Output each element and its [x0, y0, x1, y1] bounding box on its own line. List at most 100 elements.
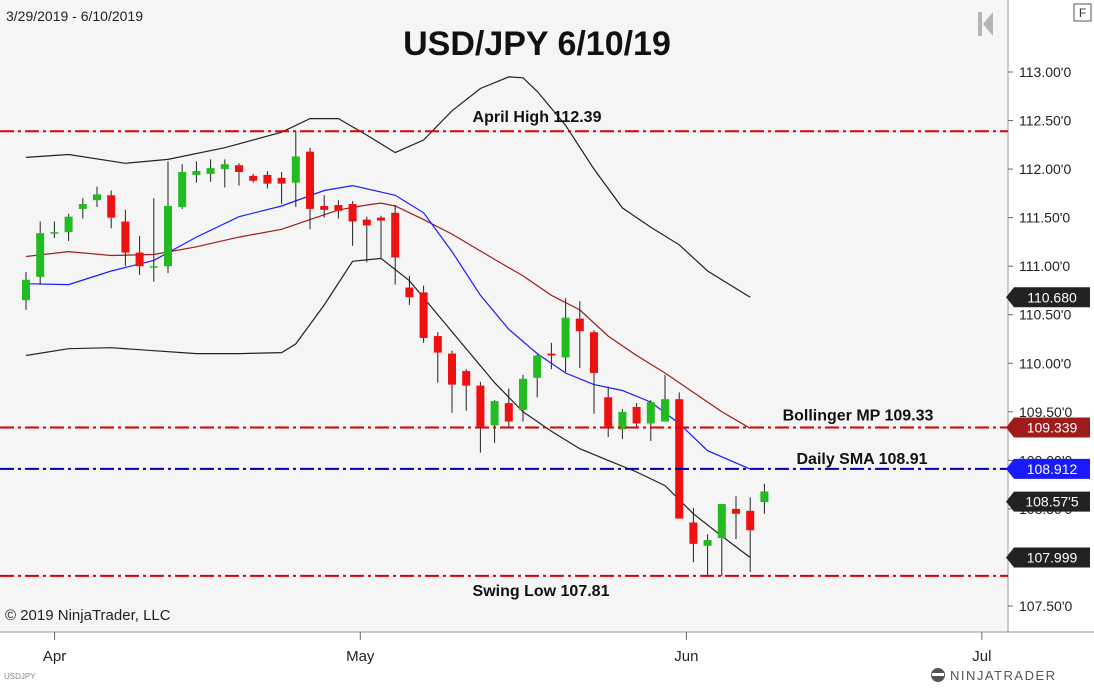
candle[interactable]: [717, 504, 726, 576]
candle[interactable]: [263, 171, 272, 189]
candle-body: [22, 279, 30, 301]
price-marker: 107.999: [1006, 547, 1090, 568]
candle[interactable]: [334, 200, 343, 219]
candle-body: [632, 406, 641, 424]
candle[interactable]: [306, 147, 314, 230]
candle[interactable]: [164, 161, 172, 273]
candle-body: [717, 504, 726, 539]
candle[interactable]: [235, 163, 243, 186]
daily-sma-label: Daily SMA 108.91: [796, 451, 927, 468]
candle-body: [78, 204, 87, 209]
price-marker: 108.912: [1006, 458, 1090, 479]
price-marker-box: [1006, 547, 1090, 568]
y-tick-label: 109.50'0: [1019, 404, 1072, 420]
candle[interactable]: [547, 342, 556, 370]
candle[interactable]: [689, 507, 698, 563]
candle[interactable]: [732, 496, 740, 540]
candle[interactable]: [64, 213, 73, 241]
candle-body: [462, 371, 471, 386]
candle[interactable]: [249, 173, 258, 183]
candle[interactable]: [746, 497, 755, 573]
candle-body: [164, 205, 172, 267]
candle[interactable]: [661, 374, 669, 422]
candle[interactable]: [36, 221, 45, 285]
candle[interactable]: [107, 190, 116, 229]
candle[interactable]: [93, 186, 101, 207]
price-marker-box: [1006, 491, 1090, 512]
candle-body: [93, 194, 101, 201]
candle[interactable]: [149, 198, 158, 282]
scroll-to-end-icon[interactable]: [978, 12, 993, 36]
candle[interactable]: [277, 172, 286, 205]
daily-sma-line[interactable]: Daily SMA 108.91: [0, 451, 1008, 470]
candle[interactable]: [476, 381, 485, 453]
price-marker: 108.57'5: [1006, 491, 1090, 512]
candle[interactable]: [348, 201, 357, 246]
candle[interactable]: [405, 275, 414, 306]
price-marker: 110.680: [1006, 287, 1090, 308]
candle-body: [263, 174, 272, 184]
candle[interactable]: [519, 374, 527, 422]
candle-body: [36, 233, 45, 277]
candle[interactable]: [362, 216, 371, 263]
candle[interactable]: [377, 215, 385, 259]
candle-body: [306, 151, 314, 209]
candle-body: [107, 195, 116, 218]
candle-body: [419, 292, 428, 339]
candle-body: [433, 336, 442, 353]
date-range: 3/29/2019 - 6/10/2019: [6, 8, 143, 24]
candle[interactable]: [391, 205, 400, 285]
candle[interactable]: [604, 386, 613, 438]
candle[interactable]: [419, 285, 428, 343]
y-tick-label: 111.50'0: [1019, 210, 1070, 226]
candle-body: [575, 318, 584, 332]
price-marker: 109.339: [1006, 417, 1090, 438]
candle[interactable]: [760, 483, 769, 514]
candle-body: [192, 171, 201, 175]
bollinger-mp-label: Bollinger MP 109.33: [783, 407, 934, 424]
plot-area[interactable]: [0, 0, 1008, 632]
logo-text: NINJATRADER: [950, 668, 1057, 683]
candle[interactable]: [618, 408, 627, 440]
candle[interactable]: [50, 221, 59, 239]
candle[interactable]: [632, 403, 641, 428]
y-tick-label: 110.50'0: [1019, 307, 1071, 323]
candle[interactable]: [646, 400, 655, 441]
candle[interactable]: [490, 400, 499, 443]
candle[interactable]: [575, 301, 584, 369]
middle-sma-line: [25, 184, 751, 470]
candle[interactable]: [433, 332, 442, 383]
y-tick-label: 113.00'0: [1019, 64, 1071, 80]
candle[interactable]: [121, 209, 130, 267]
candle[interactable]: [135, 236, 144, 275]
candle[interactable]: [78, 198, 87, 219]
candle[interactable]: [462, 369, 471, 411]
candle[interactable]: [220, 159, 229, 188]
candle[interactable]: [448, 350, 456, 413]
candle[interactable]: [320, 195, 329, 218]
candle[interactable]: [192, 161, 201, 183]
candle[interactable]: [178, 164, 187, 209]
candle[interactable]: [291, 131, 300, 207]
swing-low-line[interactable]: Swing Low 107.81: [0, 574, 1008, 600]
candle-body: [405, 287, 414, 298]
candle-body: [320, 205, 329, 210]
candle[interactable]: [675, 392, 684, 519]
x-tick-label: Jul: [972, 648, 991, 665]
candle[interactable]: [533, 354, 542, 398]
candle[interactable]: [590, 330, 598, 414]
april-high-line[interactable]: April High 112.39: [0, 109, 1008, 133]
chart-title: USD/JPY 6/10/19: [403, 25, 671, 63]
candle-body: [675, 399, 684, 519]
upper-bollinger-band: [25, 76, 751, 298]
candle[interactable]: [22, 272, 30, 310]
candle[interactable]: [504, 388, 513, 427]
candle[interactable]: [703, 534, 712, 576]
candle[interactable]: [561, 298, 570, 373]
bollinger-mp-line[interactable]: Bollinger MP 109.33: [0, 407, 1008, 429]
price-marker-label: 110.680: [1027, 289, 1077, 305]
f-button[interactable]: F: [1073, 3, 1092, 22]
candle[interactable]: [206, 159, 215, 182]
